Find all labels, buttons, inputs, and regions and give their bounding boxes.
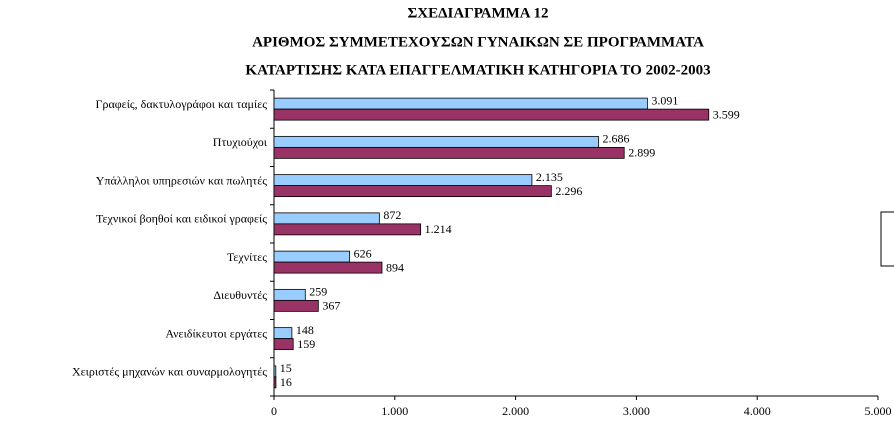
value-label: 2.899 <box>628 146 655 160</box>
bar <box>273 376 277 389</box>
chart-title: ΑΡΙΘΜΟΣ ΣΥΜΜΕΤΕΧΟΥΣΩΝ ΓΥΝΑΙΚΩΝ ΣΕ ΠΡΟΓΡΑ… <box>252 34 704 50</box>
value-label: 626 <box>354 246 372 260</box>
bar <box>273 135 599 148</box>
value-label: 2.686 <box>602 132 629 146</box>
bar <box>273 288 306 301</box>
y-tick-label: Πτυχιούχοι <box>213 135 268 149</box>
y-tick-label: Ανειδίκευτοι εργάτες <box>165 326 267 340</box>
x-tick-label: 4.000 <box>744 404 771 418</box>
chart-title: ΣΧΕΔΙΑΓΡΑΜΜΑ 12 <box>407 5 548 21</box>
value-label: 894 <box>386 260 404 274</box>
bar <box>273 223 422 236</box>
bar <box>273 327 293 340</box>
legend-box <box>880 211 894 267</box>
value-label: 872 <box>383 208 401 222</box>
value-label: 367 <box>322 299 340 313</box>
x-tick-label: 1.000 <box>381 404 408 418</box>
bar <box>273 174 533 187</box>
value-label: 2.296 <box>555 184 582 198</box>
bar <box>273 185 552 198</box>
x-tick-label: 0 <box>271 404 277 418</box>
bar <box>273 261 383 274</box>
y-tick-label: Διευθυντές <box>213 288 267 302</box>
bar <box>273 338 294 351</box>
y-tick-label: Γραφείς, δακτυλογράφοι και ταμίες <box>96 97 268 111</box>
y-tick-label: Χειριστές μηχανών και συναρμολογητές <box>72 365 267 379</box>
bar <box>273 212 380 225</box>
value-label: 15 <box>280 361 292 375</box>
bar <box>273 250 351 263</box>
bar <box>273 97 648 110</box>
x-tick-label: 5.000 <box>865 404 892 418</box>
value-label: 16 <box>280 375 292 389</box>
value-label: 3.091 <box>651 93 678 107</box>
value-label: 148 <box>296 323 314 337</box>
value-label: 3.599 <box>713 107 740 121</box>
value-label: 2.135 <box>536 170 563 184</box>
value-label: 259 <box>309 285 327 299</box>
chart-title: ΚΑΤΑΡΤΙΣΗΣ ΚΑΤΑ ΕΠΑΓΓΕΛΜΑΤΙΚΗ ΚΑΤΗΓΟΡΙΑ … <box>245 62 710 78</box>
bar <box>273 299 319 312</box>
x-tick-label: 2.000 <box>502 404 529 418</box>
y-tick-label: Υπάλληλοι υπηρεσιών και πωλητές <box>96 173 267 187</box>
y-tick-label: Τεχνικοί βοηθοί και ειδικοί γραφείς <box>96 212 267 226</box>
bar <box>273 108 710 121</box>
y-tick-label: Τεχνίτες <box>227 250 267 264</box>
value-label: 159 <box>297 337 315 351</box>
value-label: 1.214 <box>425 222 452 236</box>
bar <box>273 365 277 378</box>
bar <box>273 146 625 159</box>
x-tick-label: 3.000 <box>623 404 650 418</box>
